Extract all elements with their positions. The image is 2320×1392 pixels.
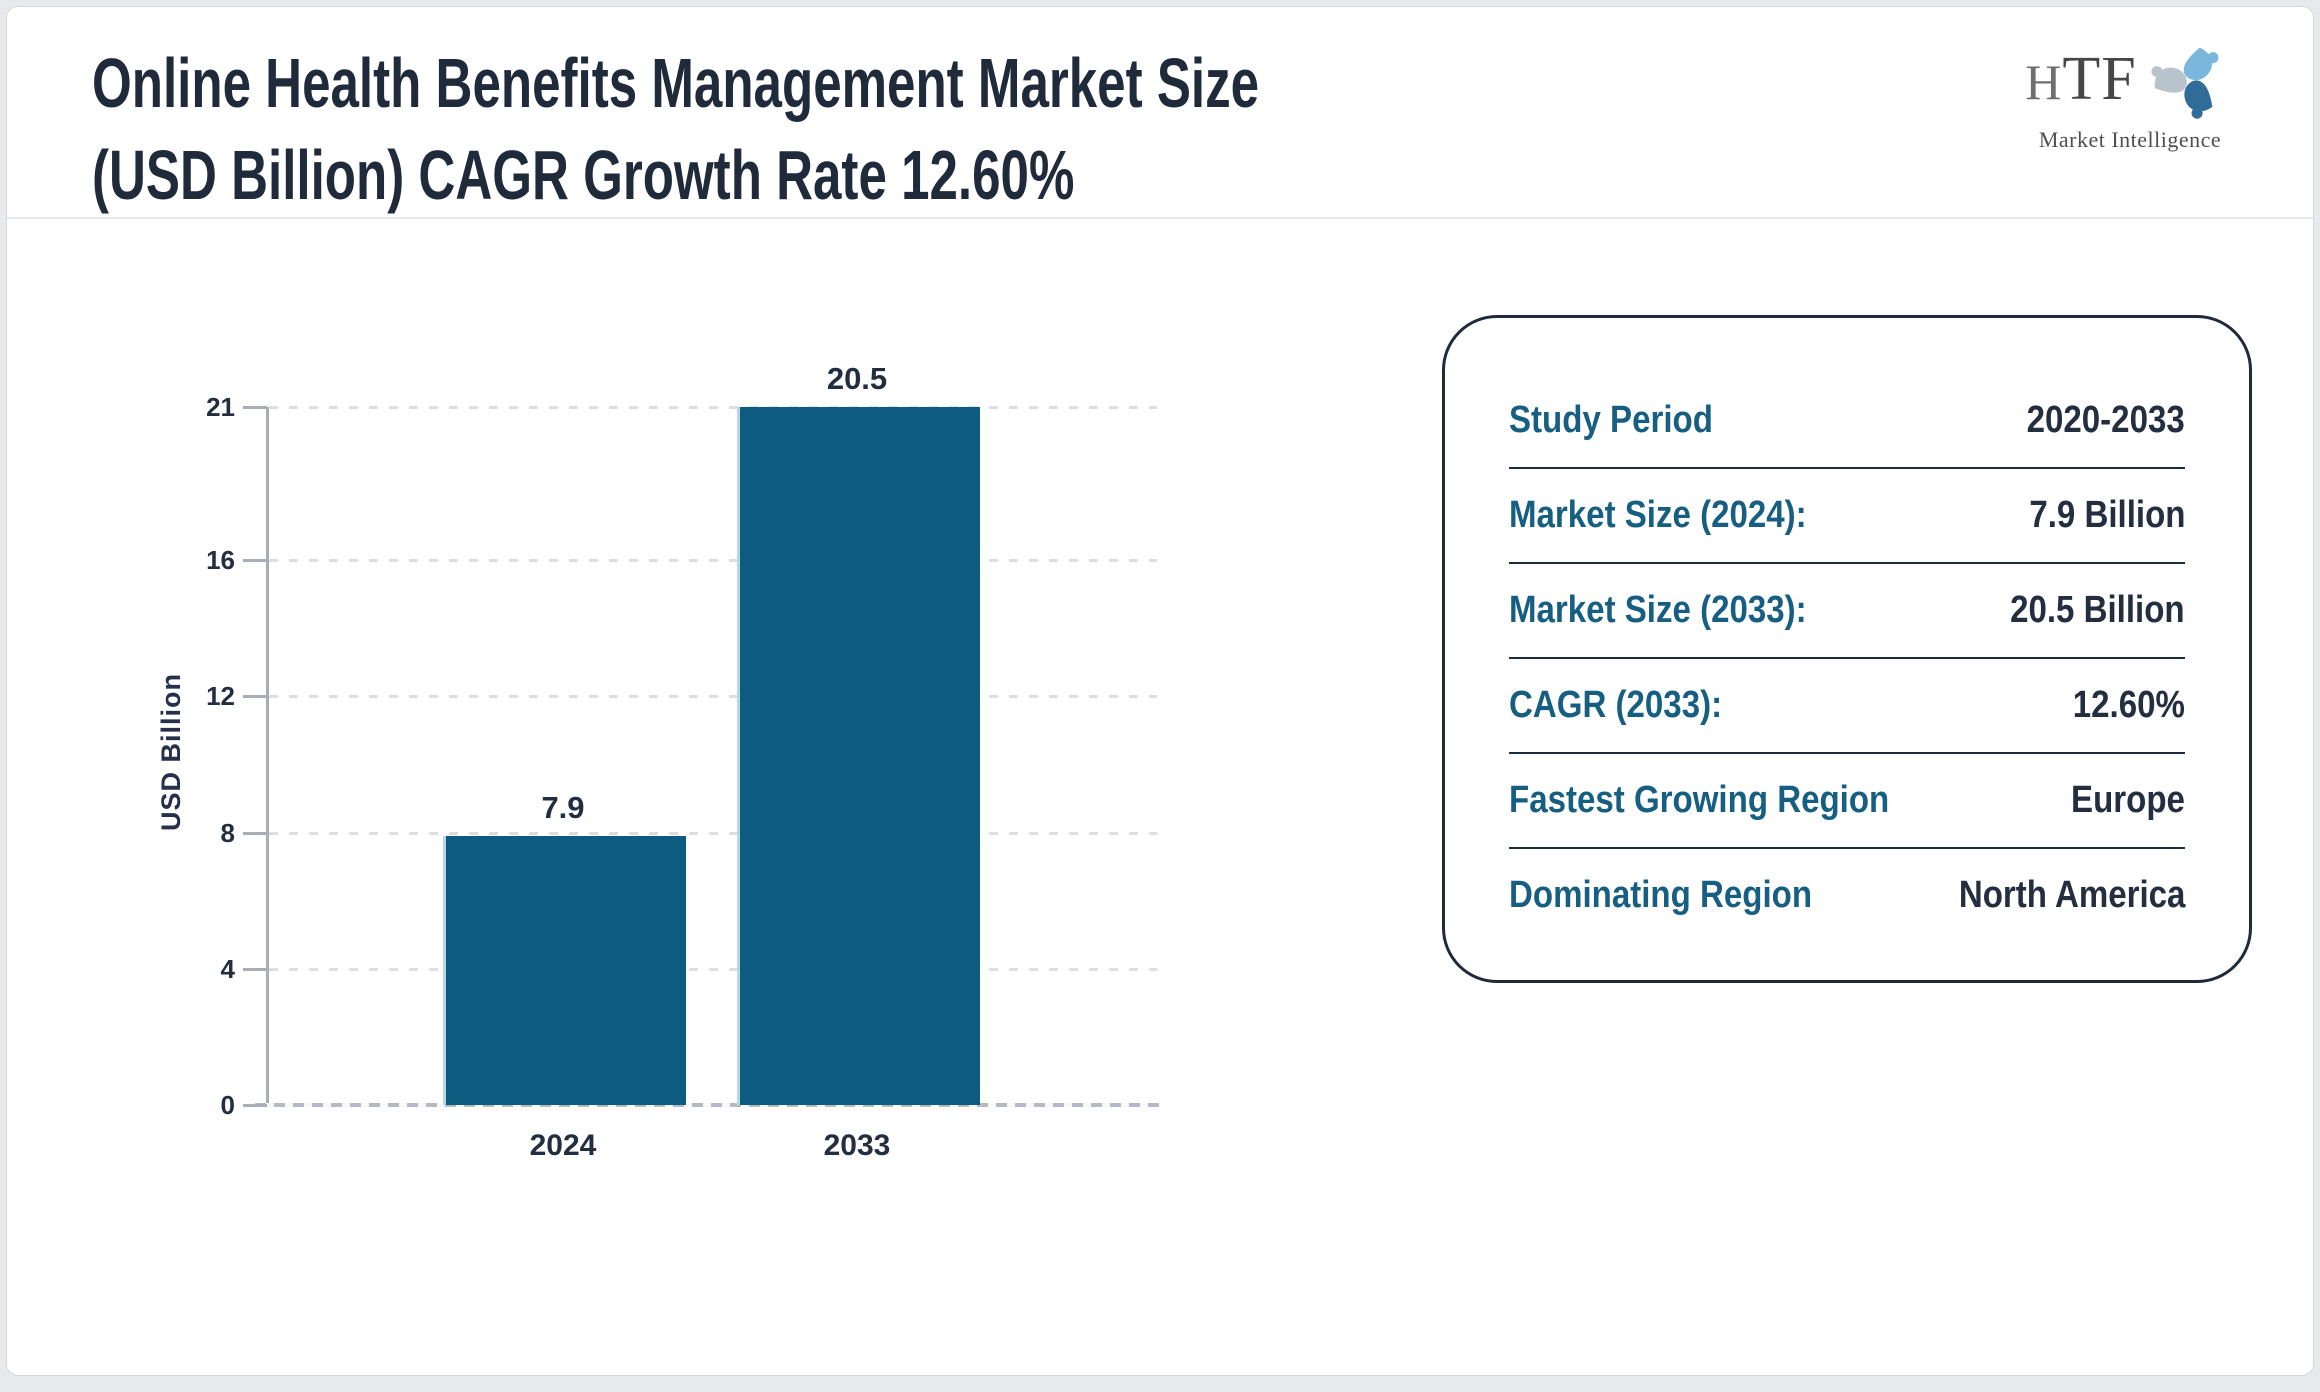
y-tick-label-8: 8: [220, 817, 235, 848]
page-title-line2: (USD Billion) CAGR Growth Rate 12.60%: [92, 136, 1075, 215]
panel-row-value: 12.60%: [2072, 684, 2185, 726]
panel-row-value: Europe: [2071, 779, 2185, 821]
gridline-4: [269, 967, 1157, 971]
htf-logo-swirl-icon: [2151, 47, 2219, 119]
panel-row-0: Study Period 2020-2033: [1509, 374, 2185, 469]
panel-row-4: Fastest Growing Region Europe: [1509, 754, 2185, 849]
panel-row-3: CAGR (2033): 12.60%: [1509, 659, 2185, 754]
y-tick-label-21: 21: [206, 392, 235, 422]
x-axis-label-2033: 2033: [823, 1129, 891, 1162]
gridline-12: [269, 695, 1157, 699]
panel-row-1: Market Size (2024): 7.9 Billion: [1509, 469, 2185, 564]
x-axis-label-2024: 2024: [529, 1129, 597, 1162]
y-tick-mark-0: [243, 1104, 267, 1107]
panel-row-5: Dominating Region North America: [1509, 849, 2185, 942]
y-axis-line: [266, 407, 269, 1105]
header: Online Health Benefits Management Market…: [7, 7, 2313, 219]
panel-row-2: Market Size (2033): 20.5 Billion: [1509, 564, 2185, 659]
y-tick-mark-8: [243, 831, 267, 835]
y-tick-label-16: 16: [206, 545, 235, 576]
panel-row-value: 7.9 Billion: [2028, 494, 2185, 536]
bar-2033: [737, 407, 980, 1105]
panel-row-value: 2020-2033: [2026, 399, 2185, 441]
page-title: Online Health Benefits Management Market…: [92, 37, 1691, 222]
y-tick-mark-12: [243, 695, 267, 699]
htf-logo-subtitle: Market Intelligence: [2038, 127, 2222, 152]
bar-value-label-2024: 7.9: [541, 790, 585, 825]
htf-logo: HTF: [2005, 33, 2255, 153]
panel-row-value: North America: [1958, 874, 2185, 916]
panel-row-label: Dominating Region: [1509, 874, 1813, 916]
report-card: Online Health Benefits Management Market…: [6, 6, 2314, 1376]
gridline-8: [269, 831, 1157, 835]
y-tick-mark-4: [243, 967, 267, 971]
panel-row-value: 20.5 Billion: [2010, 589, 2185, 631]
y-tick-label-4: 4: [220, 953, 235, 984]
panel-row-label: Fastest Growing Region: [1509, 779, 1890, 821]
y-tick-label-0: 0: [220, 1090, 235, 1120]
panel-row-label: Market Size (2033):: [1509, 589, 1807, 631]
panel-row-label: Market Size (2024):: [1509, 494, 1807, 536]
panel-row-label: Study Period: [1509, 399, 1713, 441]
summary-panel: Study Period 2020-2033 Market Size (2024):…: [1442, 315, 2252, 983]
panel-row-label: CAGR (2033):: [1509, 684, 1723, 726]
x-axis-baseline: [247, 1103, 1159, 1107]
gridline-16: [269, 559, 1157, 563]
y-tick-mark-21: [243, 406, 267, 409]
page-title-line1: Online Health Benefits Management Market…: [92, 44, 1260, 122]
htf-logo-text: HTF: [2025, 48, 2136, 110]
y-tick-label-12: 12: [206, 681, 235, 712]
htf-logo-letter-h: H: [2025, 54, 2063, 110]
bar-2024: [443, 836, 686, 1105]
htf-logo-row: HTF: [2005, 33, 2255, 125]
bar-value-label-2033: 20.5: [826, 361, 888, 396]
htf-logo-letters-tf: TF: [2062, 45, 2137, 113]
y-tick-mark-16: [243, 559, 267, 563]
gridline-21: [269, 406, 1157, 409]
